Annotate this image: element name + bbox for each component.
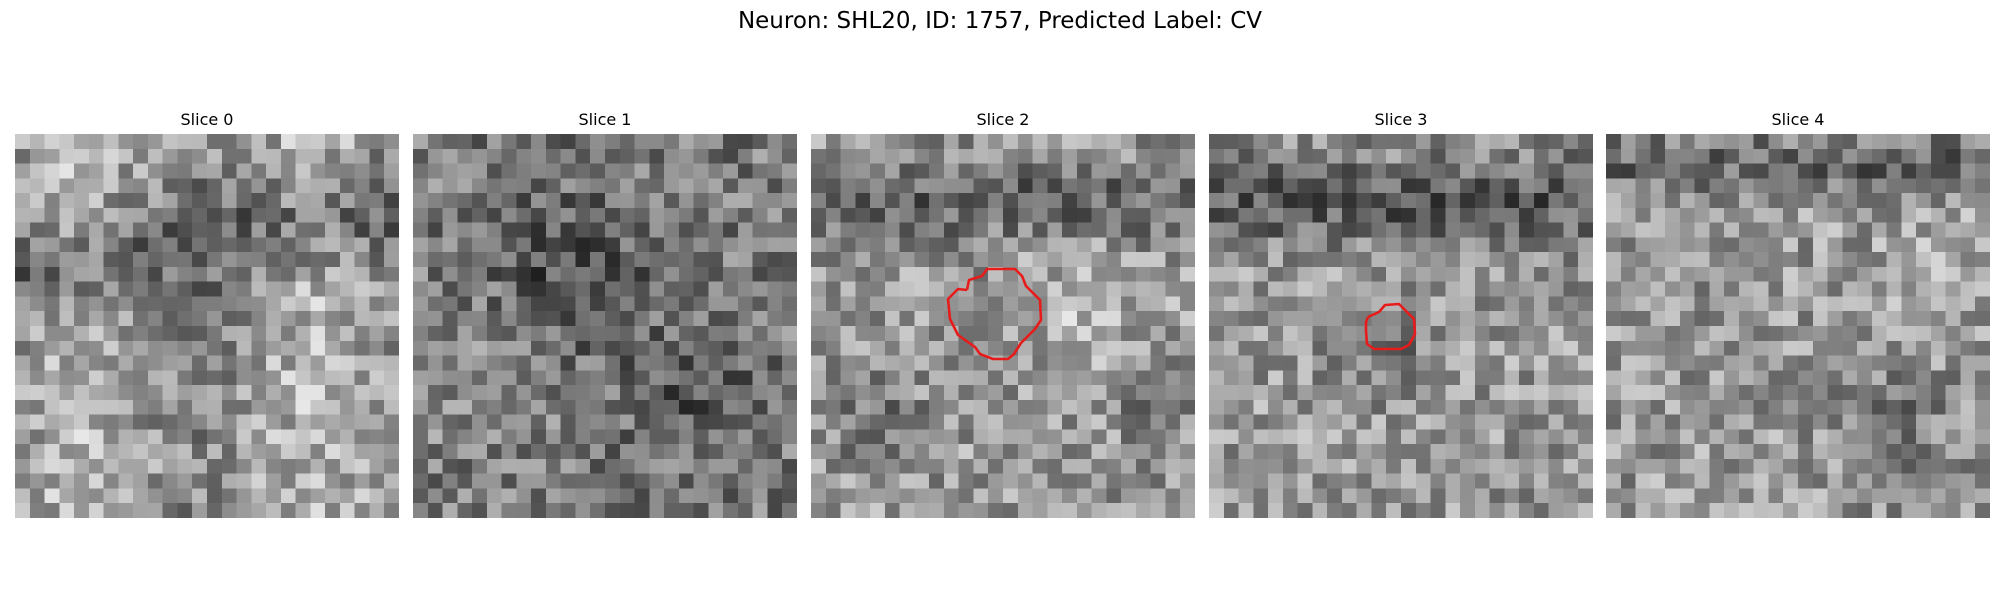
- slice-image: [1606, 134, 1990, 518]
- slice-title: Slice 1: [578, 110, 632, 129]
- figure-title: Neuron: SHL20, ID: 1757, Predicted Label…: [737, 8, 1263, 34]
- slice-title: Slice 3: [1374, 110, 1428, 129]
- contour-line: [946, 267, 1043, 361]
- slice-panel-2: Slice 2: [811, 108, 1195, 518]
- contour-line: [1364, 302, 1417, 351]
- slice-panel-3: Slice 3: [1209, 108, 1593, 518]
- slice-image: [811, 134, 1195, 518]
- slice-image: [1209, 134, 1593, 518]
- slice-image: [413, 134, 797, 518]
- slice-panel-0: Slice 0: [15, 108, 399, 518]
- roi-contour: [946, 267, 1043, 361]
- roi-contour: [1364, 302, 1417, 351]
- slice-panel-1: Slice 1: [413, 108, 797, 518]
- slice-panel-4: Slice 4: [1606, 108, 1990, 518]
- slice-title: Slice 4: [1771, 110, 1825, 129]
- slice-image: [15, 134, 399, 518]
- slice-title: Slice 0: [180, 110, 234, 129]
- slice-title: Slice 2: [976, 110, 1030, 129]
